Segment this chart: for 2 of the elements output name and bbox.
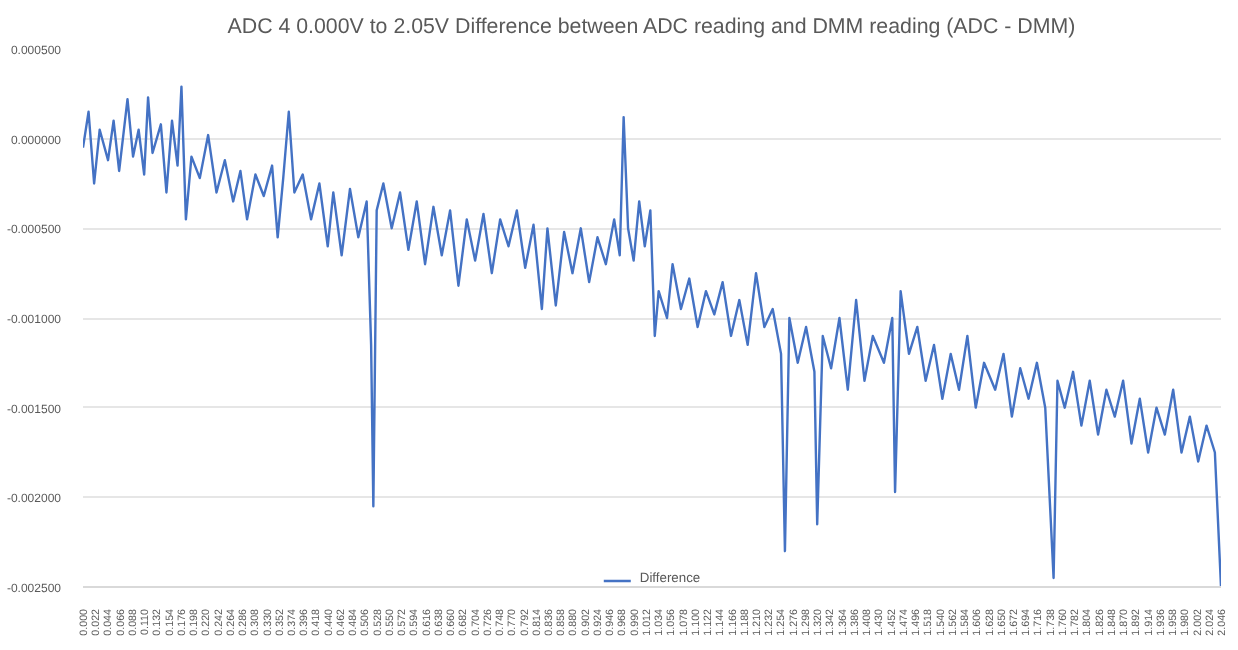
line-series	[83, 85, 1221, 587]
chart-title: ADC 4 0.000V to 2.05V Difference between ADC reading and DMM reading (ADC - DMM)	[227, 15, 1076, 39]
